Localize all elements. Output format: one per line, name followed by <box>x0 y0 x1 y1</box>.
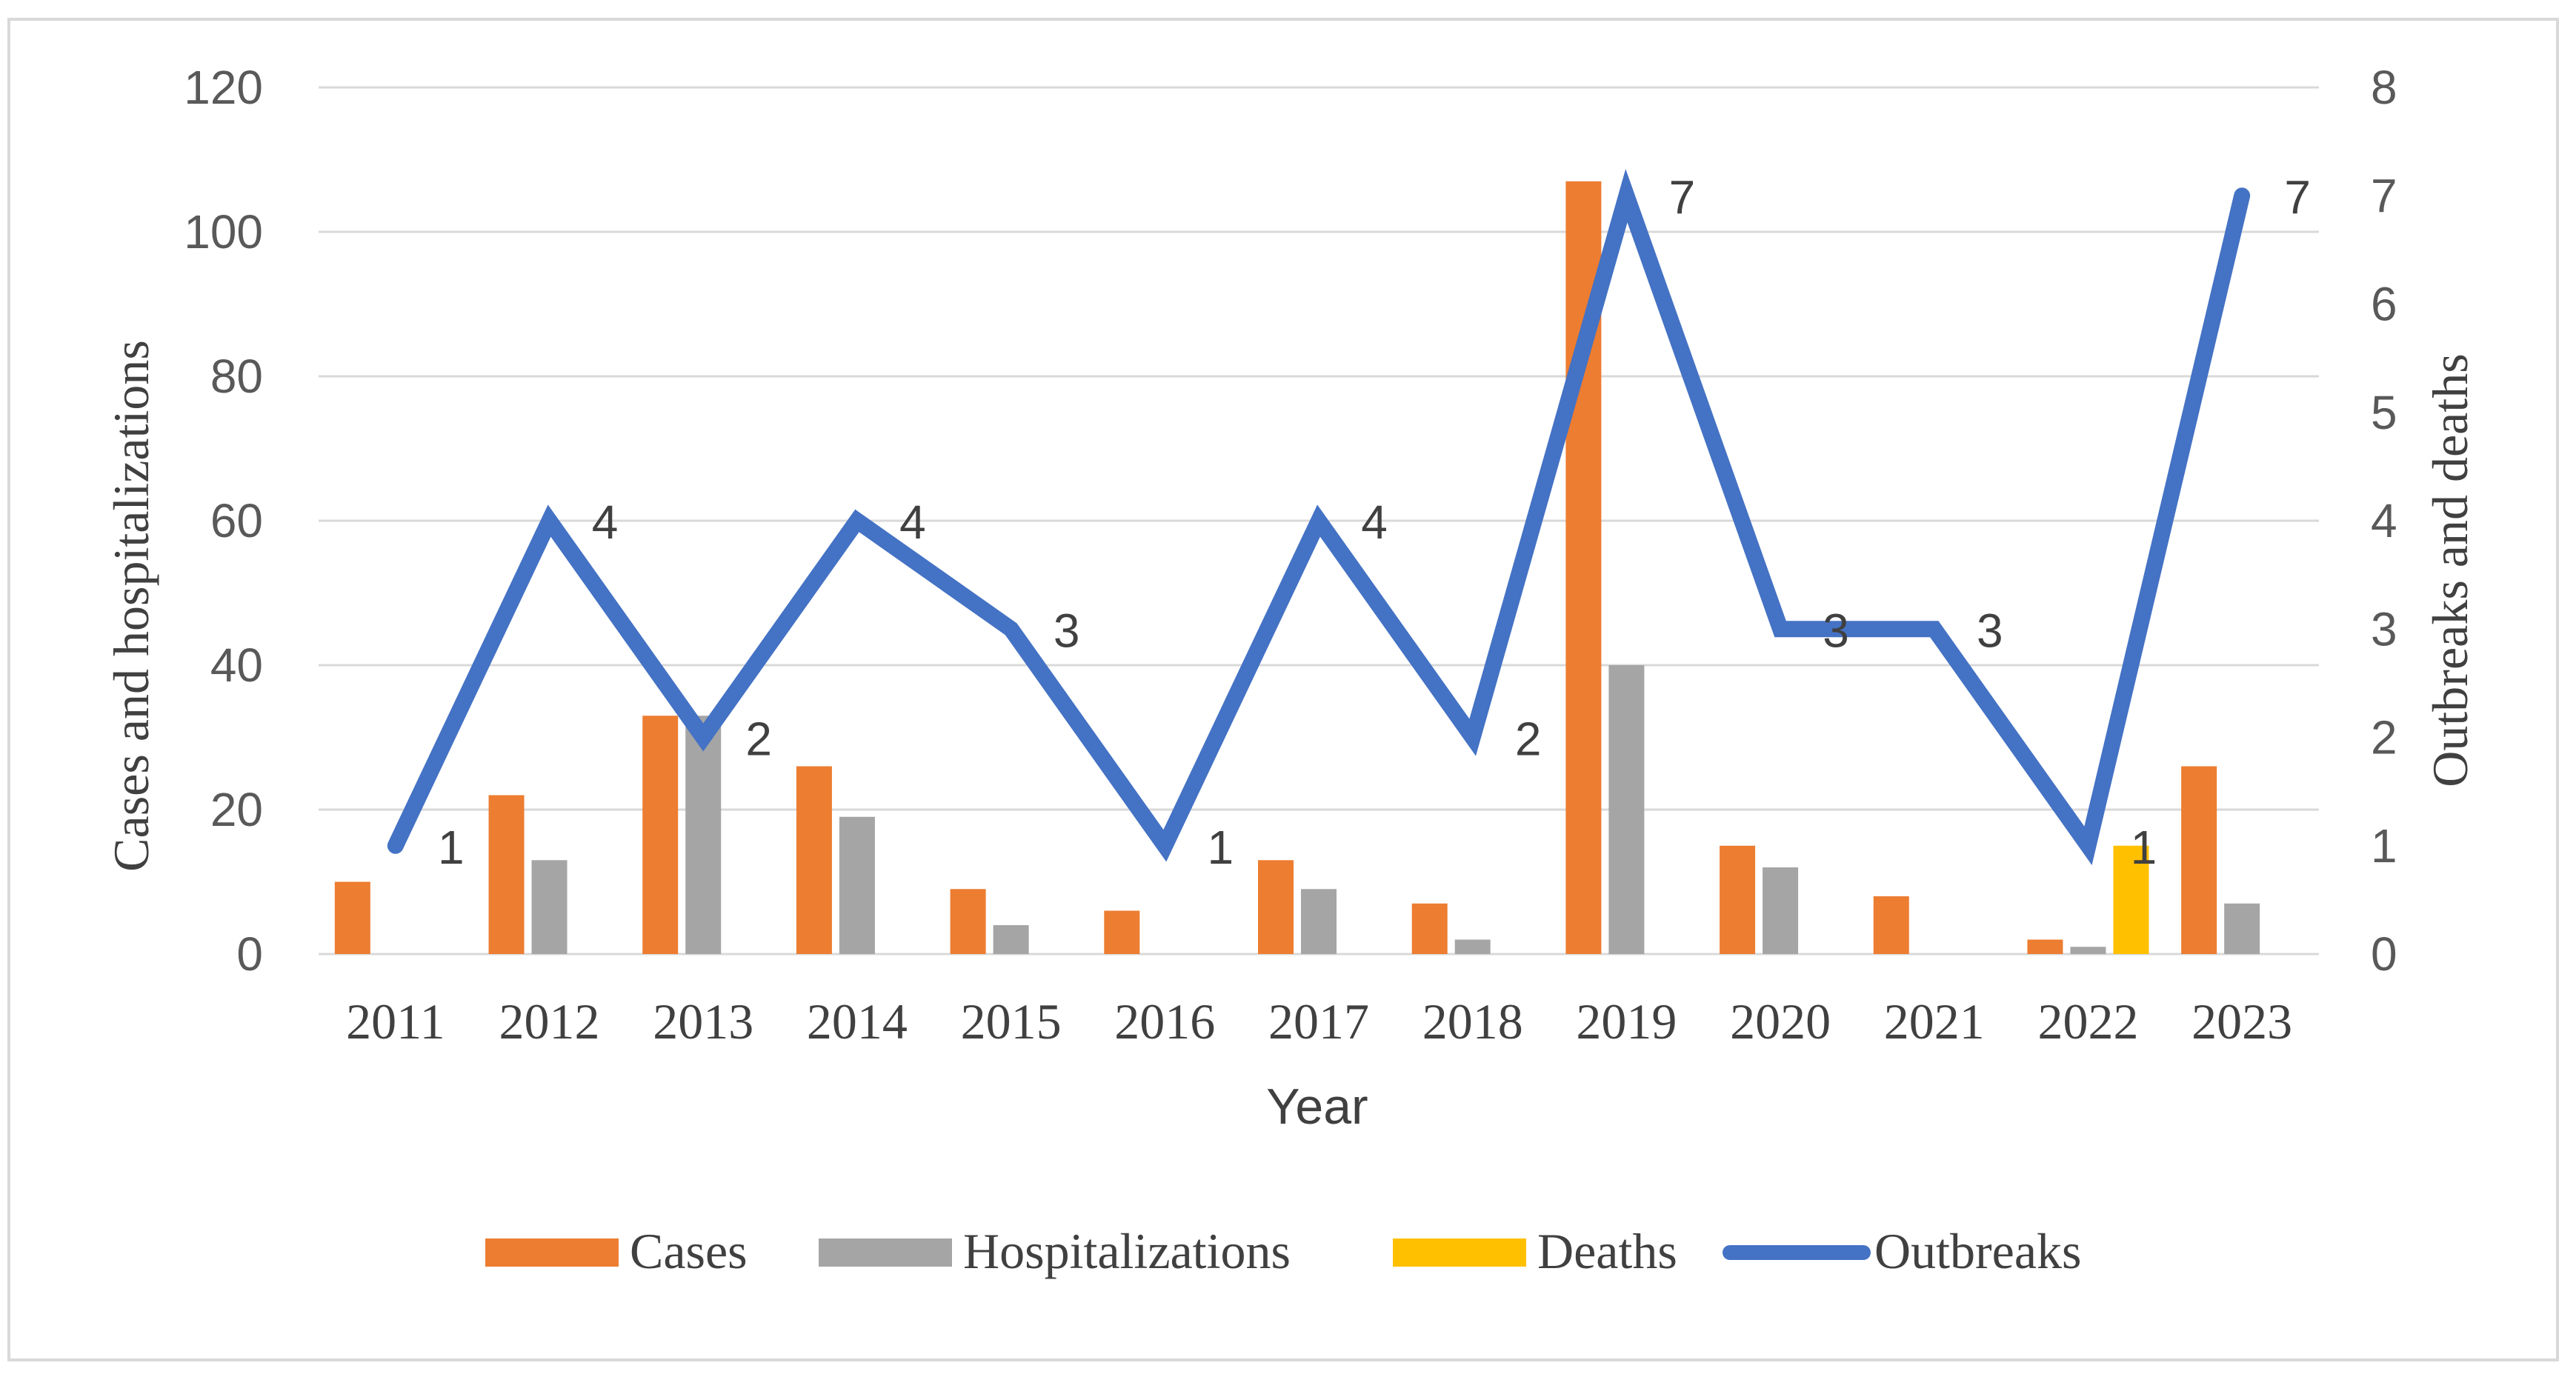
bar-hospitalizations-2019 <box>1608 665 1645 954</box>
x-tick-label: 2019 <box>1576 993 1677 1050</box>
bar-hospitalizations-2018 <box>1454 939 1491 954</box>
x-tick-label: 2023 <box>2191 993 2292 1050</box>
y2-tick-label: 2 <box>2371 711 2397 764</box>
x-tick-label: 2011 <box>346 993 445 1050</box>
bar-hospitalizations-2023 <box>2224 903 2260 954</box>
legend: Cases Hospitalizations Deaths Outbreaks <box>485 1223 2081 1279</box>
bar-hospitalizations-2013 <box>685 716 722 954</box>
legend-label-hospitalizations: Hospitalizations <box>963 1223 1291 1279</box>
y2-tick-label: 1 <box>2371 819 2397 873</box>
outbreaks-data-label: 1 <box>1208 821 1234 874</box>
bar-cases-2014 <box>796 766 832 954</box>
bar-cases-2022 <box>2027 939 2063 954</box>
outbreaks-data-label: 2 <box>745 713 772 766</box>
outbreaks-data-label: 3 <box>1977 604 2003 657</box>
x-tick-label: 2014 <box>807 993 908 1050</box>
bar-hospitalizations-2022 <box>2070 947 2106 954</box>
y2-tick-label: 5 <box>2371 386 2397 439</box>
bar-hospitalizations-2015 <box>993 925 1029 954</box>
y2-axis-label: Outbreaks and deaths <box>2422 353 2478 787</box>
x-tick-label: 2020 <box>1730 993 1831 1050</box>
x-tick-label: 2017 <box>1268 993 1369 1050</box>
chart-frame <box>7 18 2559 1361</box>
bar-cases-2017 <box>1258 860 1294 954</box>
y-tick-label: 0 <box>236 927 263 981</box>
bar-marks <box>334 181 2260 954</box>
x-tick-label: 2015 <box>961 993 1062 1050</box>
y2-tick-label: 6 <box>2371 278 2397 331</box>
outbreaks-series-line <box>387 169 2251 865</box>
y2-tick-label: 7 <box>2371 169 2397 222</box>
bar-hospitalizations-2017 <box>1301 889 1337 954</box>
bar-cases-2011 <box>334 881 370 954</box>
bar-cases-2020 <box>1720 845 1756 954</box>
y-tick-label: 60 <box>210 494 263 547</box>
x-tick-label: 2013 <box>653 993 753 1050</box>
bar-cases-2018 <box>1411 903 1448 954</box>
outbreaks-data-label: 2 <box>1515 713 1542 766</box>
bar-cases-2016 <box>1104 910 1140 954</box>
x-tick-label: 2022 <box>2037 993 2138 1050</box>
x-tick-label: 2021 <box>1884 993 1985 1050</box>
outbreaks-data-label: 4 <box>1361 496 1388 549</box>
y-tick-label: 20 <box>210 783 263 836</box>
outbreaks-data-label: 1 <box>2131 821 2157 874</box>
legend-label-deaths: Deaths <box>1537 1223 1677 1279</box>
outbreaks-data-label: 4 <box>592 496 619 549</box>
outbreaks-data-label: 4 <box>899 496 926 549</box>
x-tick-label: 2018 <box>1422 993 1523 1050</box>
y-tick-label: 80 <box>210 350 263 403</box>
x-tick-label: 2012 <box>499 993 600 1050</box>
y2-tick-label: 4 <box>2371 494 2397 547</box>
outbreaks-line: 1 4 2 4 3 1 4 2 7 3 3 1 7 <box>387 169 2311 874</box>
y-tick-label: 120 <box>184 61 263 114</box>
bar-cases-2021 <box>1873 896 1909 954</box>
y2-tick-label: 3 <box>2371 602 2397 656</box>
outbreaks-data-label: 3 <box>1823 604 1849 657</box>
bar-cases-2015 <box>950 889 986 954</box>
axis-ticks: 0 20 40 60 80 100 120 0 1 2 3 4 5 6 7 8 2011 2012 2013 2014… <box>184 61 2397 1050</box>
bar-deaths-2022 <box>2113 845 2149 954</box>
x-tick-label: 2016 <box>1114 993 1215 1050</box>
x-axis-label: Year <box>1266 1078 1368 1135</box>
y2-tick-label: 8 <box>2371 61 2397 114</box>
legend-label-cases: Cases <box>630 1223 748 1279</box>
bar-cases-2012 <box>488 795 525 954</box>
bar-hospitalizations-2012 <box>531 860 568 954</box>
legend-swatch-hospitalizations <box>819 1238 952 1267</box>
bar-cases-2023 <box>2181 766 2217 954</box>
outbreaks-data-label: 7 <box>1669 170 1696 224</box>
y-tick-label: 100 <box>184 205 263 259</box>
y-axis-label: Cases and hospitalizations <box>103 340 159 872</box>
legend-label-outbreaks: Outbreaks <box>1874 1223 2081 1279</box>
bar-hospitalizations-2020 <box>1763 867 1799 954</box>
legend-swatch-cases <box>485 1238 619 1267</box>
outbreaks-data-label: 7 <box>2284 170 2311 224</box>
outbreaks-data-label: 3 <box>1054 604 1080 657</box>
y2-tick-label: 0 <box>2371 927 2397 981</box>
legend-swatch-deaths <box>1393 1238 1526 1267</box>
outbreaks-data-label: 1 <box>438 821 465 874</box>
y-tick-label: 40 <box>210 639 263 692</box>
bar-cases-2013 <box>642 716 679 954</box>
bar-hospitalizations-2014 <box>839 816 875 954</box>
